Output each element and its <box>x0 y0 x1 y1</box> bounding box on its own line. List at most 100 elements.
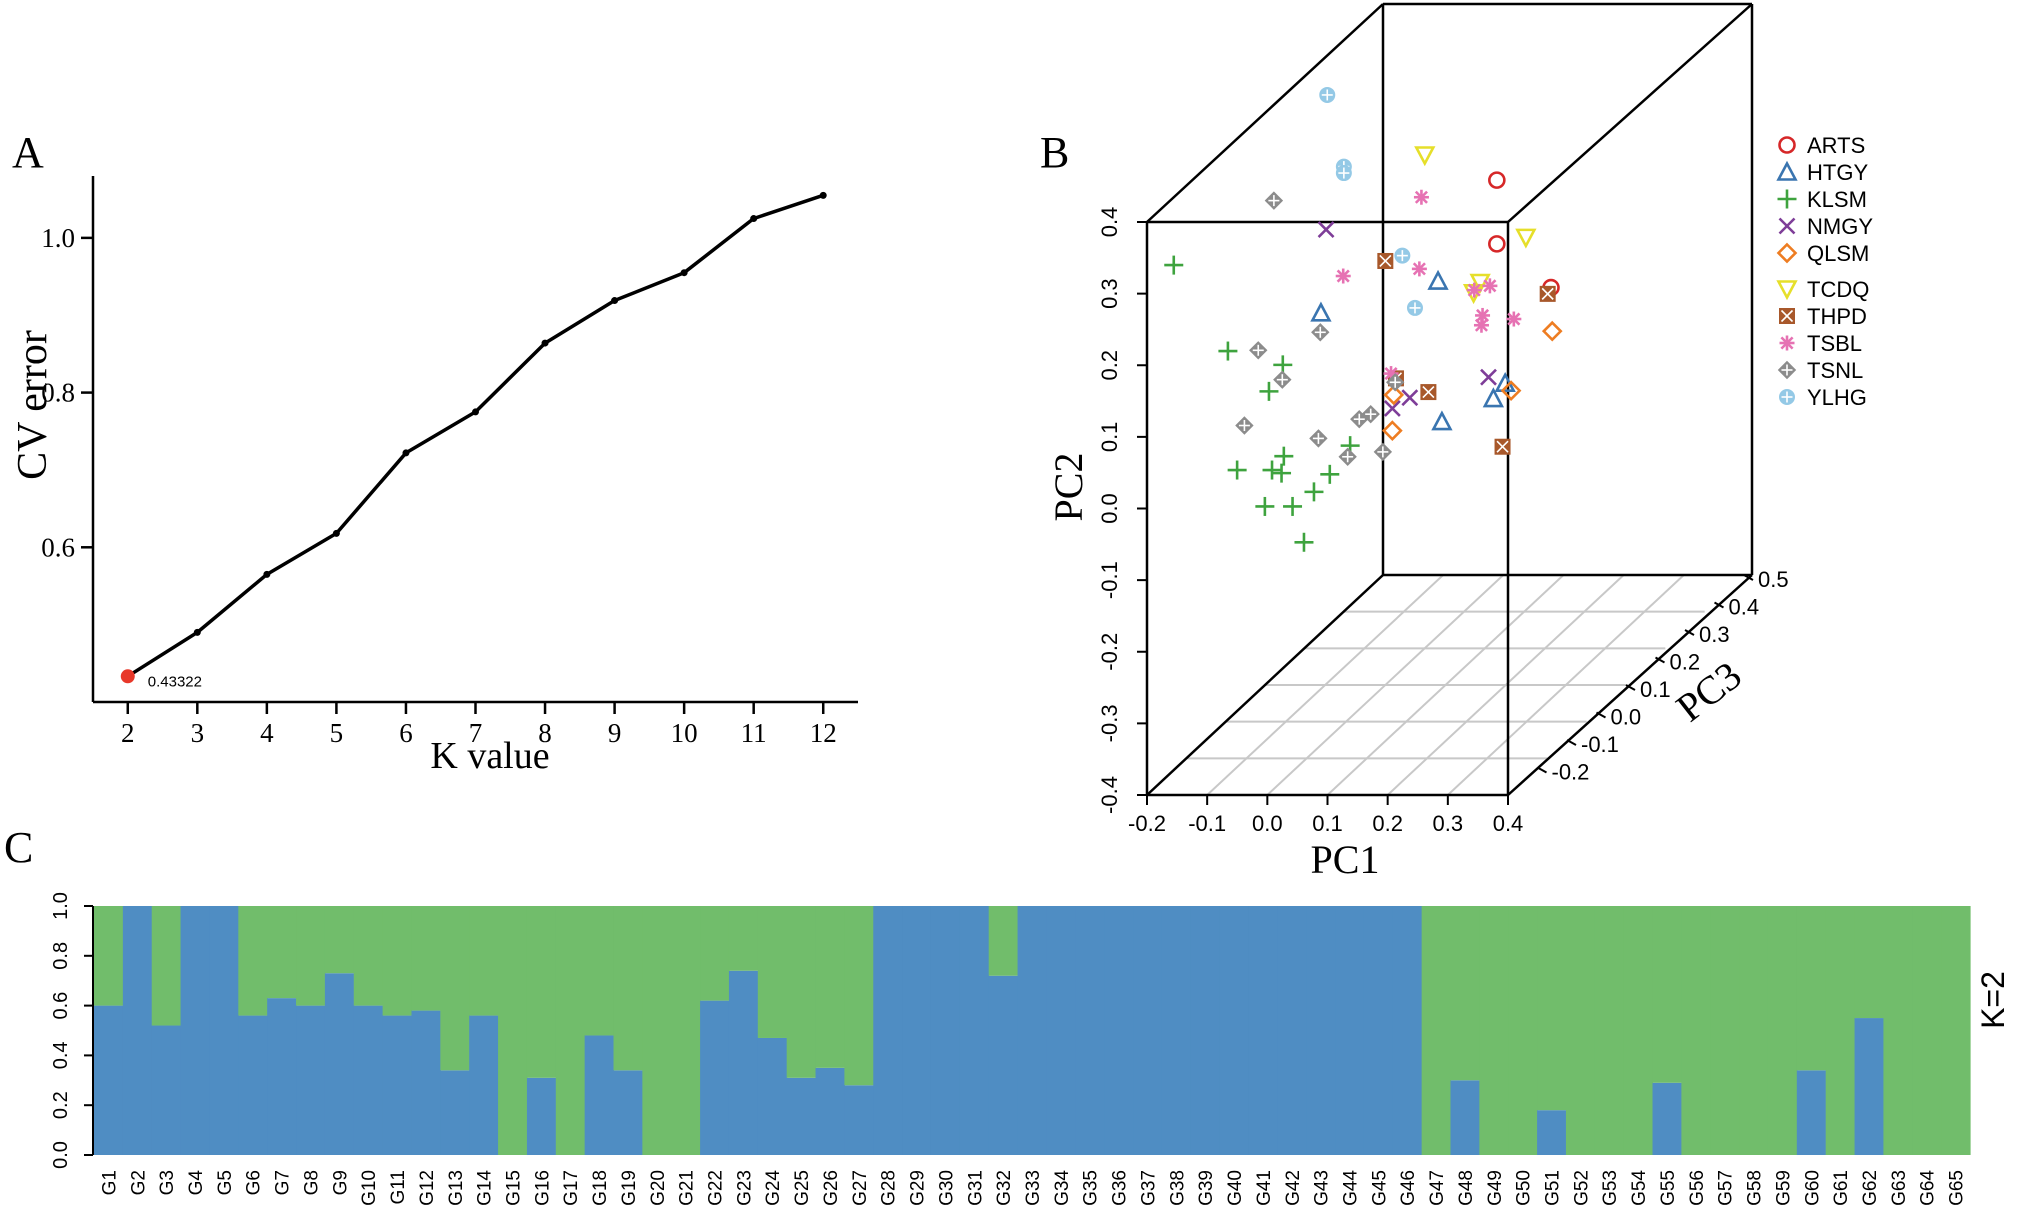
panel-b-legend-marker <box>1777 189 1797 209</box>
panel-c-bar-cluster2 <box>1796 906 1827 1071</box>
panel-b-x-label: PC1 <box>1311 837 1380 882</box>
panel-c-x-tick-label: G44 <box>1340 1170 1361 1206</box>
panel-a-point <box>750 215 758 223</box>
panel-a-x-tick-label: 8 <box>538 718 552 748</box>
panel-b-y-tick-label: 0.1 <box>1097 422 1122 453</box>
panel-c-bar-cluster1 <box>1104 906 1134 1155</box>
panel-b-legend-label: NMGY <box>1807 214 1873 239</box>
panel-c-x-tick-label: G18 <box>590 1170 611 1206</box>
panel-c-bar-cluster2 <box>1825 906 1856 1155</box>
panel-b-legend-label: KLSM <box>1807 187 1867 212</box>
panel-b-legend-item-klsm: KLSM <box>1777 187 1867 212</box>
panel-letter-b: B <box>1040 128 1069 177</box>
panel-c-admixture-bars: 0.0 0.2 0.4 0.6 0.8 1.0 G1 G2 G3 G4 G5 G6 G7 G8 G9 G10… <box>50 892 2011 1206</box>
panel-c-x-tick-label: G27 <box>850 1170 871 1206</box>
panel-c-bar-cluster2 <box>1594 906 1625 1155</box>
panel-b-legend-item-arts: ARTS <box>1778 133 1865 158</box>
panel-c-bar-cluster1 <box>411 1010 441 1155</box>
panel-a-y-tick-label: 1.0 <box>41 223 75 253</box>
panel-c-bar-cluster1 <box>382 1015 413 1155</box>
panel-c-x-tick-label: G6 <box>244 1170 265 1195</box>
panel-c-x-tick-label: G57 <box>1716 1170 1737 1206</box>
panel-c-x-tick-label: G5 <box>215 1170 236 1195</box>
panel-c-x-tick-label: G50 <box>1514 1170 1535 1206</box>
panel-c-x-tick-label: G65 <box>1947 1170 1968 1206</box>
panel-c-x-tick-label: G37 <box>1138 1170 1159 1206</box>
panel-c-bar-cluster2 <box>324 906 355 974</box>
panel-b-point-tsnl <box>1385 373 1405 392</box>
panel-c-bar-cluster1 <box>1017 906 1048 1155</box>
panel-b-3d-scatter: -0.2 -0.1 0.0 0.1 0.2 0.3 0.4-0.4-0.3-0.2-0.10… <box>1046 2 1873 882</box>
panel-c-x-tick-label: G28 <box>879 1170 900 1206</box>
panel-c-bar-cluster1 <box>353 1005 384 1155</box>
panel-a-point <box>541 339 549 347</box>
panel-a-point <box>611 297 619 305</box>
panel-b-legend-item-tsbl: TSBL <box>1779 331 1862 356</box>
panel-c-bar-cluster2 <box>1652 906 1682 1083</box>
panel-c-bar-cluster2 <box>238 906 268 1016</box>
panel-b-z-tick-label: 0.3 <box>1699 622 1730 647</box>
panel-c-bar-cluster1 <box>1854 1018 1885 1155</box>
panel-b-z-tick-label: -0.1 <box>1581 732 1619 757</box>
panel-b-legend-marker <box>1776 280 1798 301</box>
panel-b-legend-label: YLHG <box>1807 385 1867 410</box>
panel-c-x-tick-label: G49 <box>1485 1170 1506 1206</box>
panel-a-point <box>472 408 479 416</box>
panel-c-bar-cluster1 <box>180 906 211 1155</box>
panel-a-y-tick-label: 0.6 <box>41 532 75 562</box>
panel-c-bar-cluster1 <box>1537 1110 1567 1155</box>
panel-b-point-qlsm <box>1383 384 1405 406</box>
panel-c-x-tick-label: G34 <box>1052 1170 1073 1206</box>
panel-b-z-tick-label: 0.1 <box>1640 677 1671 702</box>
panel-b-box-edge <box>1146 574 1384 796</box>
panel-a-line-chart: CV error K value 0.6 0.8 1.0 2 3 4 5 6 7 8 9 10 11 1… <box>10 176 858 777</box>
panel-c-x-tick-label: G51 <box>1543 1170 1564 1206</box>
panel-c-y-tick-label: 0.8 <box>50 942 72 970</box>
panel-b-y-tick-label: -0.4 <box>1097 776 1122 814</box>
panel-c-bar-cluster1 <box>786 1077 817 1155</box>
panel-b-x-tick-label: 0.3 <box>1433 811 1464 836</box>
panel-c-x-tick-label: G3 <box>157 1170 178 1195</box>
panel-b-z-tick <box>1714 601 1724 609</box>
panel-b-point-ylhg <box>1335 165 1352 182</box>
panel-b-z-tick <box>1684 629 1695 636</box>
panel-b-legend-label: TSBL <box>1807 331 1862 356</box>
panel-a-x-label: K value <box>430 735 549 777</box>
panel-c-x-tick-label: G1 <box>99 1170 120 1195</box>
panel-b-legend-marker <box>1779 308 1795 324</box>
panel-b-legend-marker <box>1777 360 1797 380</box>
panel-c-bar-cluster2 <box>1508 906 1538 1155</box>
panel-c-bar-cluster2 <box>526 906 557 1078</box>
panel-c-bar-cluster2 <box>382 906 413 1016</box>
panel-b-legend-item-nmgy: NMGY <box>1778 214 1873 239</box>
panel-c-bar-cluster1 <box>324 973 355 1155</box>
panel-c-bar-cluster1 <box>526 1077 557 1155</box>
panel-b-point-klsm <box>1294 532 1314 552</box>
panel-c-x-tick-label: G8 <box>301 1170 322 1195</box>
panel-c-x-tick-label: G52 <box>1571 1170 1592 1206</box>
panel-b-z-tick <box>1566 739 1577 746</box>
panel-c-x-tick-label: G29 <box>908 1170 929 1206</box>
panel-a-point <box>819 191 827 199</box>
panel-b-point-tsbl <box>1473 317 1489 333</box>
panel-c-bar-cluster2 <box>1739 906 1769 1155</box>
panel-b-z-tick-label: -0.2 <box>1552 760 1590 785</box>
panel-c-bar-cluster2 <box>728 906 759 971</box>
panel-b-legend-item-thpd: THPD <box>1779 304 1867 329</box>
panel-c-bar-cluster2 <box>1710 906 1740 1155</box>
panel-c-bar-cluster2 <box>555 906 586 1155</box>
panel-letter-c: C <box>4 823 33 872</box>
panel-c-bar-cluster2 <box>584 906 615 1036</box>
panel-b-point-klsm <box>1259 381 1279 401</box>
panel-c-x-tick-label: G61 <box>1831 1170 1852 1206</box>
panel-c-bar-cluster2 <box>1623 906 1654 1155</box>
panel-b-legend-marker <box>1778 217 1796 235</box>
panel-b-point-ylhg <box>1394 247 1411 264</box>
panel-b-y-label: PC2 <box>1046 453 1091 522</box>
panel-b-point-qlsm <box>1541 320 1563 342</box>
panel-c-bar-cluster2 <box>1537 906 1567 1111</box>
panel-c-x-tick-label: G53 <box>1600 1170 1621 1206</box>
panel-c-bar-cluster1 <box>959 906 990 1155</box>
panel-c-x-tick-label: G60 <box>1802 1170 1823 1206</box>
panel-c-bar-cluster2 <box>786 906 817 1078</box>
